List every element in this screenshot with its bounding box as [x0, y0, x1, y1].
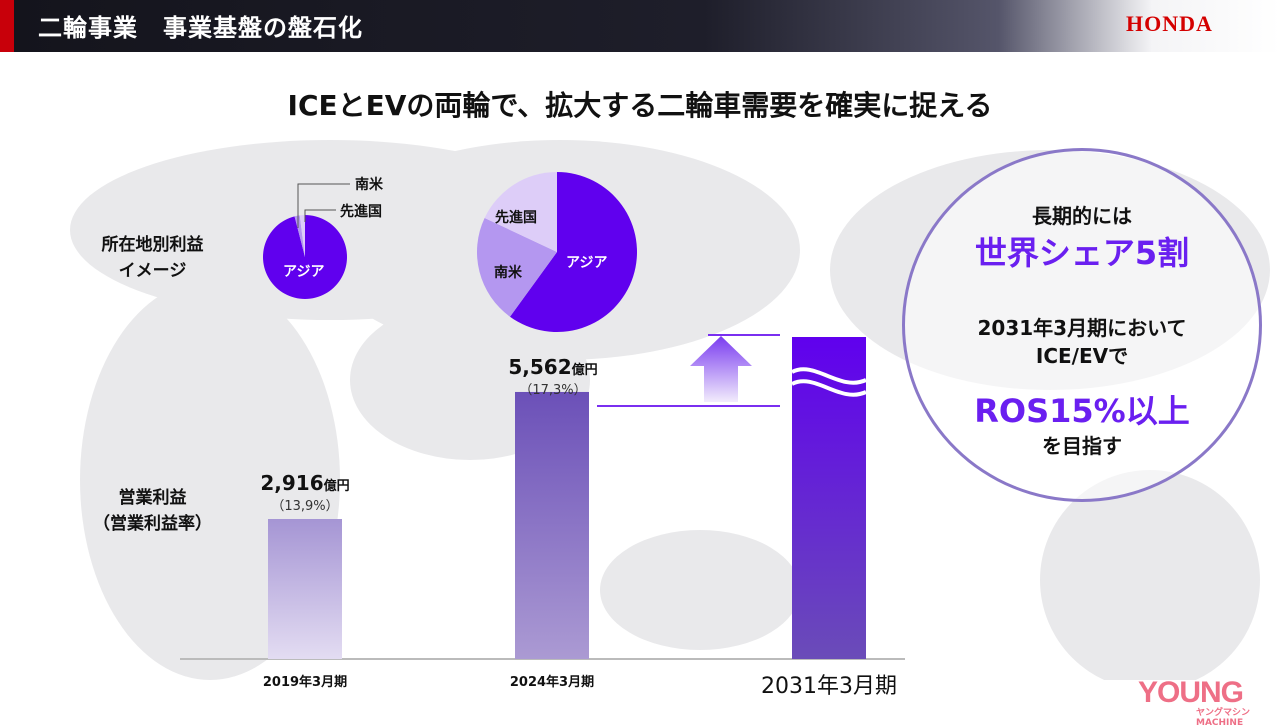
- margin-text: （13,9%）: [271, 499, 339, 514]
- value-text: 5,562: [508, 355, 572, 379]
- honda-logo: HONDA: [1126, 11, 1213, 36]
- bar-value-label-2024: 5,562億円 （17,3%）: [503, 355, 603, 398]
- target-share: 世界シェア5割: [974, 234, 1190, 272]
- margin-text: （17,3%）: [519, 383, 587, 398]
- header-accent-stripe: [0, 0, 14, 52]
- target-line3: 2031年3月期において: [977, 316, 1187, 340]
- unit-text: 億円: [323, 479, 350, 494]
- target-ros: ROS15%以上: [974, 392, 1190, 430]
- pie-slice-南米: [477, 217, 557, 317]
- pie-row-label: 所在地別利益 イメージ: [70, 232, 235, 284]
- bar-label-line2: （営業利益率）: [93, 514, 212, 534]
- pie-label-line2: イメージ: [118, 261, 187, 281]
- x-tick-label: 2031年3月期: [761, 674, 897, 699]
- pie-slice-南米: [294, 215, 305, 257]
- pie-label-south-america: 南米: [494, 265, 522, 281]
- x-tick-label: 2024年3月期: [509, 675, 595, 690]
- pie-label-asia: アジア: [566, 255, 608, 271]
- bar-2019年3月期: [268, 519, 342, 659]
- bar-row-label: 営業利益 （営業利益率）: [70, 485, 235, 537]
- pie-slice-先進国: [299, 215, 305, 257]
- watermark-sub: ヤングマシン MACHINE: [1196, 708, 1251, 728]
- target-line6: を目指す: [1042, 434, 1122, 458]
- value-text: 2,916: [260, 471, 324, 495]
- slide-section-title: 二輪事業 事業基盤の盤石化: [38, 14, 363, 42]
- pie-label-asia: アジア: [283, 264, 325, 280]
- header-bar: [0, 0, 1280, 52]
- bar-value-label-2019: 2,916億円 （13,9%）: [255, 471, 355, 514]
- pie-leader-lines: [297, 183, 350, 228]
- main-title: ICEとEVの両輪で、拡大する二輪車需要を確実に捉える: [287, 89, 993, 122]
- axis-break-wave: [791, 379, 867, 397]
- pie-label-line1: 所在地別利益: [101, 235, 204, 255]
- axis-break-wave: [791, 367, 867, 385]
- pie-slice-アジア: [509, 172, 637, 332]
- target-circle: [902, 148, 1262, 502]
- target-line1: 長期的には: [1032, 204, 1132, 228]
- x-tick-label: 2019年3月期: [262, 675, 348, 690]
- pie-label-developed: 先進国: [340, 204, 382, 220]
- unit-text: 億円: [571, 363, 598, 378]
- pie-slice-先進国: [484, 172, 557, 252]
- bar-2024年3月期: [515, 391, 589, 659]
- pie-label-developed: 先進国: [495, 210, 537, 226]
- target-line4: ICE/EVで: [1035, 344, 1129, 368]
- pie-label-south-america: 南米: [355, 177, 383, 193]
- bar-label-line1: 営業利益: [118, 488, 187, 508]
- watermark-logo: YOUNG: [1138, 676, 1244, 709]
- bar-2031年3月期: [792, 337, 866, 659]
- increase-arrow-icon: [690, 336, 752, 402]
